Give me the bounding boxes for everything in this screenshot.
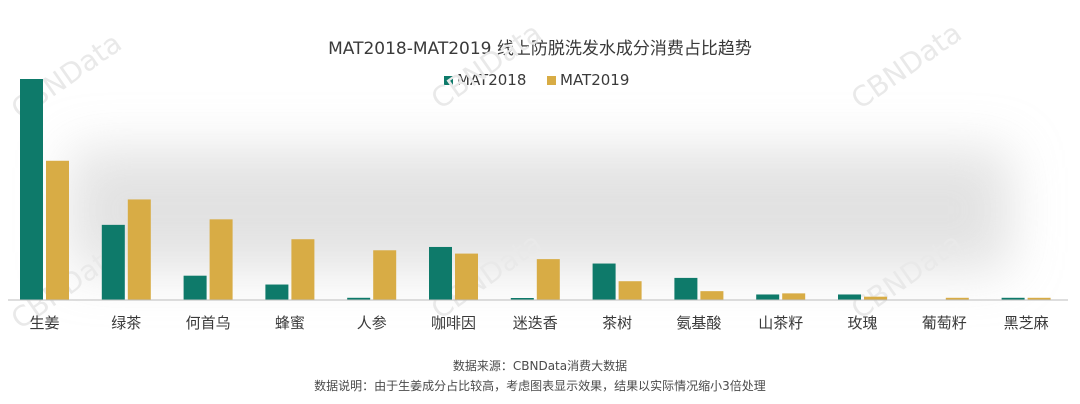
bar-mat2018-3 [265,284,289,300]
bar-mat2019-4 [373,250,397,300]
bar-mat2018-4 [347,297,371,300]
x-tick-label: 何首乌 [186,314,231,332]
chart-title: MAT2018-MAT2019 线上防脱洗发水成分消费占比趋势 [328,39,752,59]
bar-mat2019-10 [864,296,887,300]
x-tick-label: 茶树 [602,314,632,332]
bar-mat2019-2 [209,219,233,300]
x-tick-labels: 生姜 绿茶 何首乌 蜂蜜 人参 咖啡因 迷迭香 茶树 氨基酸 山茶籽 玫瑰 葡萄籽 黑芝麻 [29,314,1048,332]
x-tick-label: 玫瑰 [847,314,877,332]
legend-swatch-mat2019 [547,76,556,85]
legend-label-mat2019: MAT2019 [560,71,629,89]
x-tick-label: 人参 [357,314,387,332]
bar-mat2018-10 [838,294,861,300]
bar-mat2018-9 [756,294,780,300]
bar-mat2019-6 [536,259,560,300]
bar-mat2019-3 [291,239,315,300]
x-tick-label: 生姜 [29,314,59,332]
bar-mat2019-11 [945,297,969,300]
x-tick-label: 山茶籽 [758,314,803,332]
x-tick-label: 氨基酸 [676,314,721,332]
bar-mat2018-7 [592,263,616,300]
footer-note: 数据说明：由于生姜成分占比较高，考虑图表显示效果，结果以实际情况缩小3倍处理 [314,379,766,393]
bar-mat2018-6 [510,298,534,300]
bar-mat2019-8 [700,291,724,300]
legend: MAT2018 MAT2019 [444,71,629,89]
watermark-text: CBNData [425,16,548,116]
bar-mat2019-12 [1027,297,1051,300]
bar-mat2018-0 [20,79,43,300]
bar-mat2018-5 [429,246,452,300]
bar-mat2019-5 [455,253,478,300]
bar-mat2019-7 [618,281,642,300]
bars [20,79,1051,300]
x-tick-label: 咖啡因 [431,314,476,332]
legend-swatch-mat2018 [444,76,453,85]
bar-mat2018-2 [183,275,207,300]
bar-mat2018-12 [1001,297,1025,300]
legend-label-mat2018: MAT2018 [457,71,526,89]
x-tick-label: 黑芝麻 [1004,314,1049,332]
footer-source: 数据来源：CBNData消费大数据 [452,359,628,373]
bar-mat2019-9 [782,293,806,300]
bar-mat2018-8 [674,277,698,300]
x-tick-label: 迷迭香 [513,314,558,332]
bar-mat2019-1 [127,199,151,300]
x-tick-label: 绿茶 [111,314,141,332]
x-tick-label: 葡萄籽 [922,314,967,332]
bar-mat2019-0 [46,160,69,300]
bar-mat2018-1 [101,224,125,300]
watermark-text: CBNData [845,16,968,116]
x-tick-label: 蜂蜜 [275,314,305,332]
